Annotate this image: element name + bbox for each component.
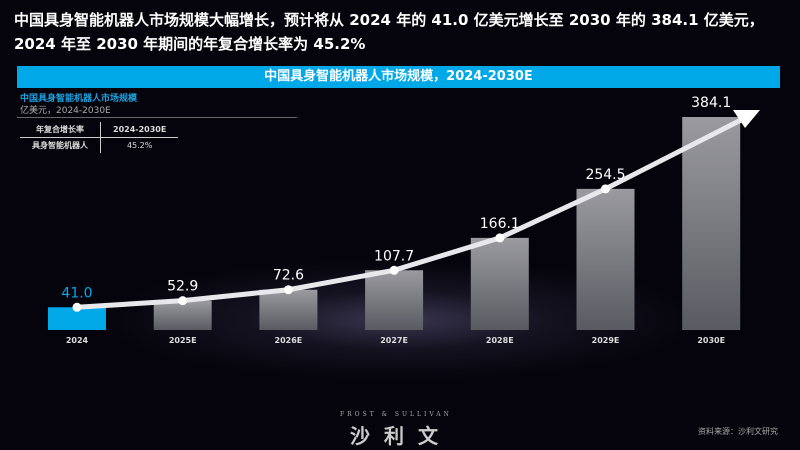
bar-2024 [48, 307, 106, 330]
divider [17, 117, 297, 118]
bar-2025E [153, 300, 212, 330]
tick-label-2024: 2024 [66, 336, 89, 345]
cagr-header-label: 年复合增长率 [20, 122, 101, 138]
value-label-2029E: 254.5 [585, 167, 625, 183]
bar-2027E [365, 270, 424, 330]
headline: 中国具身智能机器人市场规模大幅增长，预计将从 2024 年的 41.0 亿美元增… [14, 11, 764, 53]
cagr-table: 年复合增长率 2024-2030E 具身智能机器人 45.2% [20, 122, 179, 153]
tick-label-2025E: 2025E [169, 336, 197, 345]
trend-point-2026E [283, 285, 293, 295]
cagr-row-value: 45.2% [126, 141, 153, 150]
bar-2029E [576, 188, 635, 330]
tick-label-2030E: 2030E [697, 336, 725, 345]
bar-2030E [682, 117, 741, 330]
cagr-row-label: 具身智能机器人 [20, 137, 101, 153]
value-label-2027E: 107.7 [374, 248, 414, 264]
value-label-2024: 41.0 [61, 285, 92, 301]
bar-2028E [470, 237, 529, 330]
chart-subtitle: 中国具身智能机器人市场规模 [20, 94, 138, 104]
chart-title: 中国具身智能机器人市场规模，2024-2030E [17, 66, 780, 88]
value-label-2026E: 72.6 [273, 268, 304, 284]
trend-point-2028E [495, 233, 505, 243]
trend-point-2024 [72, 302, 82, 312]
logo-cn: 沙利文 [350, 424, 452, 448]
tick-label-2029E: 2029E [592, 336, 620, 345]
logo-en: FROST & SULLIVAN [340, 411, 452, 418]
tick-label-2027E: 2027E [380, 336, 408, 345]
value-label-2028E: 166.1 [480, 216, 520, 232]
bar-2026E [259, 289, 318, 330]
source-note: 资料来源：沙利文研究 [698, 427, 778, 436]
tick-label-2026E: 2026E [275, 336, 303, 345]
value-label-2030E: 384.1 [691, 95, 731, 111]
tick-label-2028E: 2028E [486, 336, 514, 345]
arrow-head-icon [733, 110, 760, 128]
trend-point-2029E [601, 184, 610, 194]
cagr-header-period: 2024-2030E [100, 122, 179, 138]
trend-point-2025E [178, 296, 188, 306]
trend-point-2027E [389, 265, 399, 275]
chart-unit: 亿美元，2024-2030E [20, 106, 111, 116]
value-label-2025E: 52.9 [167, 279, 198, 295]
